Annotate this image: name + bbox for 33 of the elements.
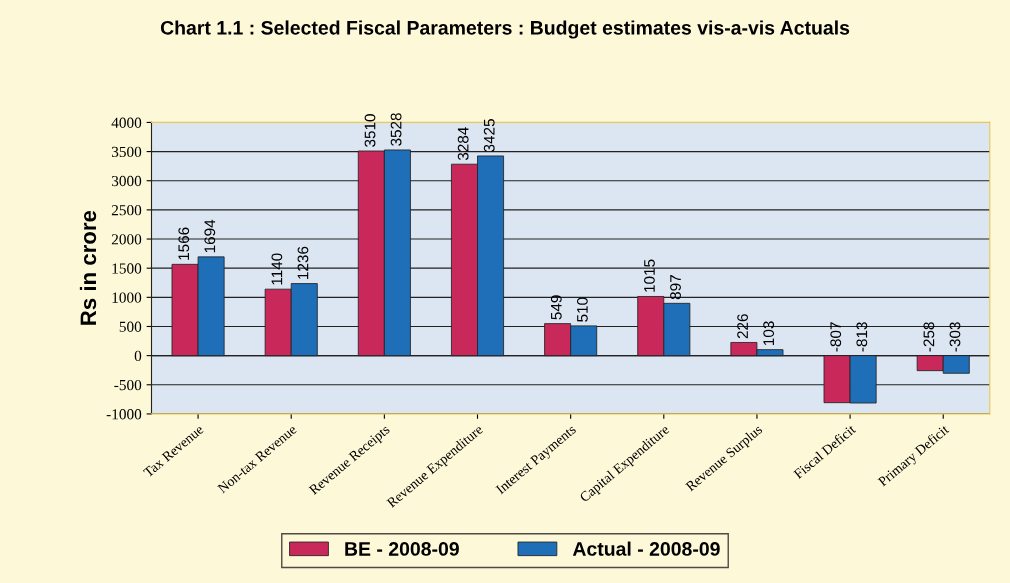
- y-tick-label: 2000: [111, 234, 142, 245]
- y-tick-label: 1000: [112, 292, 142, 303]
- y-tick-label: 2500: [111, 205, 142, 216]
- y-tick-label: 0: [134, 350, 142, 362]
- data-label: 1140: [271, 253, 283, 285]
- y-tick-label: 4000: [111, 117, 142, 128]
- data-label: -303: [949, 322, 961, 352]
- data-label: 3284: [457, 127, 469, 161]
- data-label: 1566: [178, 227, 190, 260]
- data-label: 1015: [644, 259, 655, 292]
- data-label: -813: [856, 322, 868, 352]
- data-label: -807: [830, 322, 842, 352]
- data-label: 897: [670, 275, 681, 300]
- legend-label: BE - 2008-09: [345, 542, 459, 556]
- y-tick-label: 500: [119, 321, 142, 332]
- chart-title: Chart 1.1 : Selected Fiscal Parameters : Budget estimates vis-a-vis Actuals: [160, 20, 850, 39]
- y-axis-title: Rs in crore: [79, 210, 97, 325]
- y-tick-label: 1500: [112, 263, 142, 274]
- y-tick-label: 3500: [111, 146, 142, 158]
- data-label: 226: [737, 314, 748, 339]
- y-tick-label: -500: [114, 379, 142, 391]
- data-label: 3510: [364, 114, 376, 147]
- legend-label: Actual - 2008-09: [572, 541, 720, 556]
- data-label: 549: [550, 295, 562, 320]
- data-label: 3425: [483, 119, 495, 152]
- y-tick-label: -1000: [106, 409, 142, 420]
- data-label: 3528: [390, 113, 402, 146]
- y-tick-label: 3000: [111, 175, 142, 187]
- data-label: 1694: [204, 219, 216, 253]
- data-label: 510: [576, 297, 588, 322]
- data-label: 103: [763, 321, 775, 345]
- data-label: -258: [923, 322, 935, 352]
- data-label: 1236: [297, 246, 309, 279]
